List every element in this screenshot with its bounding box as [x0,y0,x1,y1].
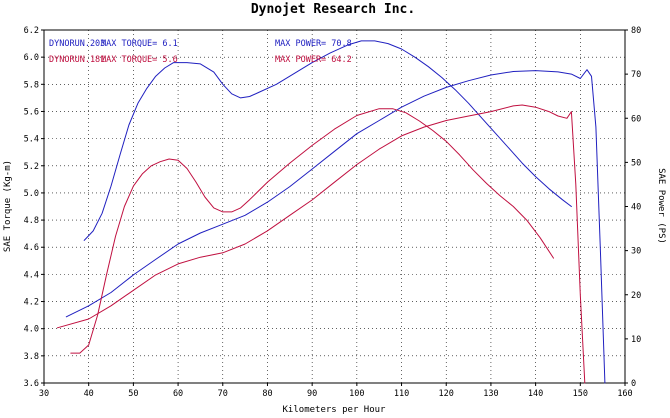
x-tick-label: 40 [84,389,94,399]
y-right-tick-label: 30 [631,247,641,257]
series-layer [56,40,606,384]
y-left-tick-label: 3.8 [24,352,39,362]
y-left-tick-label: 4.6 [24,243,39,253]
x-tick-label: 160 [617,389,632,399]
tick-layer: 30 40 50 60 70 80 90 100 110 120 130 140 150 1603.63.… [24,26,642,399]
legend-power-203: MAX POWER= 70.8 [275,39,352,49]
y-right-tick-label: 40 [631,203,641,213]
series-line-power [65,69,606,384]
x-tick-label: 50 [128,389,138,399]
grid-layer [44,30,625,383]
chart-title: Dynojet Research Inc. [251,2,415,17]
y-right-tick-label: 20 [631,291,641,301]
legend: DYNORUN.203 MAX TORQUE= 6.1 MAX POWER= 7… [49,39,352,65]
x-tick-label: 90 [307,389,317,399]
x-tick-label: 140 [528,389,543,399]
x-tick-label: 70 [218,389,228,399]
series-line-power [56,104,586,384]
x-tick-label: 80 [262,389,272,399]
y-axis-label-right: SAE Power (PS) [656,168,666,244]
y-right-tick-label: 50 [631,158,641,168]
legend-torque-181: MAX TORQUE= 5.6 [101,55,178,65]
legend-run-181: DYNORUN.181 [49,55,105,65]
x-tick-label: 60 [173,389,183,399]
y-right-tick-label: 10 [631,335,641,345]
y-right-tick-label: 0 [631,379,636,389]
series-line-torque [83,40,572,241]
x-tick-label: 130 [483,389,498,399]
legend-run-203: DYNORUN.203 [49,39,105,49]
y-axis-label-left: SAE Torque (Kg-m) [3,160,13,252]
y-left-tick-label: 6.0 [24,53,39,63]
y-left-tick-label: 5.4 [24,135,39,145]
y-left-tick-label: 4.2 [24,298,39,308]
x-axis-label: Kilometers per Hour [283,405,387,415]
x-tick-label: 120 [439,389,454,399]
y-left-tick-label: 5.8 [24,80,39,90]
y-right-tick-label: 60 [631,114,641,124]
y-left-tick-label: 3.6 [24,379,39,389]
y-left-tick-label: 6.2 [24,26,39,36]
y-right-tick-label: 80 [631,26,641,36]
x-tick-label: 110 [394,389,409,399]
legend-power-181: MAX POWER= 64.2 [275,55,352,65]
y-left-tick-label: 4.8 [24,216,39,226]
y-left-tick-label: 5.2 [24,162,39,172]
x-tick-label: 100 [349,389,364,399]
x-tick-label: 150 [573,389,588,399]
y-left-tick-label: 4.0 [24,325,39,335]
y-left-tick-label: 4.4 [24,270,39,280]
y-right-tick-label: 70 [631,70,641,80]
legend-torque-203: MAX TORQUE= 6.1 [101,39,178,49]
series-line-torque [70,108,554,354]
y-left-tick-label: 5.6 [24,107,39,117]
y-left-tick-label: 5.0 [24,189,39,199]
x-tick-label: 30 [39,389,49,399]
